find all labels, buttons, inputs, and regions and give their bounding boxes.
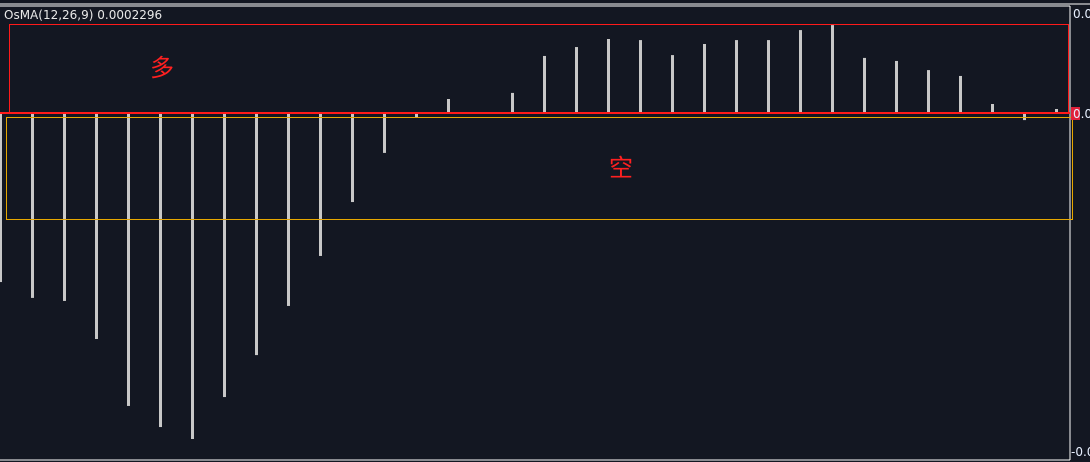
ytick-top: 0.0 xyxy=(1073,7,1090,21)
histogram-bar xyxy=(831,25,834,114)
short-zone-label: 空 xyxy=(609,154,633,182)
histogram-bar xyxy=(735,40,738,114)
indicator-label: OsMA(12,26,9) 0.0002296 xyxy=(4,8,163,22)
histogram-bar xyxy=(639,40,642,114)
histogram-bar xyxy=(575,47,578,114)
histogram-bar xyxy=(959,75,962,114)
long-zone-label: 多 xyxy=(150,54,174,82)
histogram-bar xyxy=(543,55,546,114)
histogram-bar xyxy=(863,57,866,114)
histogram-bar xyxy=(383,114,386,153)
histogram-bar xyxy=(415,114,418,118)
short-zone-box[interactable] xyxy=(6,117,1073,220)
histogram-bar xyxy=(1055,109,1058,114)
histogram-bar xyxy=(799,30,802,114)
histogram-bar xyxy=(703,44,706,114)
histogram-bar xyxy=(287,114,290,306)
histogram-bar xyxy=(447,99,450,114)
histogram-bar xyxy=(607,39,610,114)
zero-label-bg xyxy=(1071,107,1080,120)
histogram-bar xyxy=(255,114,258,356)
ytick-zero: 0.0 xyxy=(1073,107,1090,121)
histogram-bar xyxy=(159,114,162,428)
histogram-bar xyxy=(895,60,898,114)
histogram-bar xyxy=(319,114,322,256)
histogram-bar xyxy=(127,114,130,406)
histogram-bar xyxy=(95,114,98,339)
histogram-bar xyxy=(351,114,354,203)
histogram-bar xyxy=(63,114,66,301)
histogram-bar xyxy=(991,104,994,114)
histogram-bar xyxy=(31,114,34,298)
histogram-bar xyxy=(0,114,2,283)
ytick-bottom: -0.0 xyxy=(1071,445,1090,459)
histogram-bar xyxy=(671,55,674,114)
histogram-bar xyxy=(511,92,514,114)
histogram-bar xyxy=(223,114,226,398)
histogram-bar xyxy=(767,40,770,114)
histogram-bar xyxy=(191,114,194,439)
histogram-bar xyxy=(927,70,930,114)
